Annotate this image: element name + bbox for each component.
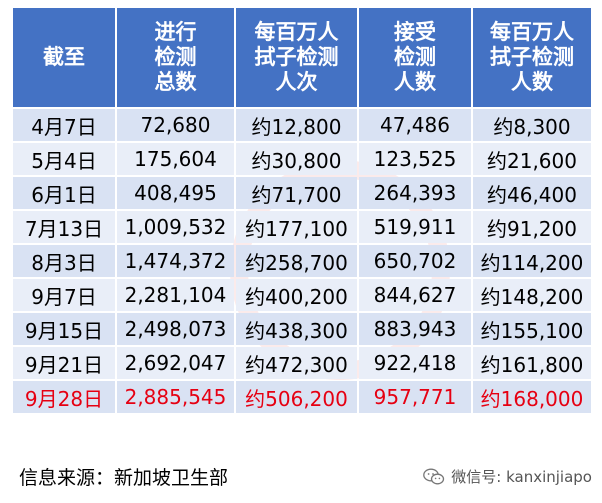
header-date: 截至: [13, 8, 115, 107]
cell-persons-per-million: 约8,300: [473, 109, 591, 141]
cell-date: 9月21日: [13, 347, 115, 379]
header-row: 截至 进行 检测 总数 每百万人 拭子检测 人次 接受 检测 人数: [13, 8, 591, 107]
cell-date: 4月7日: [13, 109, 115, 141]
cell-persons-per-million: 约155,100: [473, 313, 591, 345]
cell-total-tests: 72,680: [117, 109, 234, 141]
cell-persons-per-million: 约148,200: [473, 279, 591, 311]
cell-persons-per-million: 约161,800: [473, 347, 591, 379]
cell-total-tests: 2,692,047: [117, 347, 234, 379]
cell-persons-tested: 883,943: [359, 313, 471, 345]
table-row: 8月3日 1,474,372 约258,700 650,702 约114,200: [13, 245, 591, 277]
cell-persons-tested: 264,393: [359, 177, 471, 209]
cell-persons-per-million: 约91,200: [473, 211, 591, 243]
cell-date: 7月13日: [13, 211, 115, 243]
testing-data-table: 截至 进行 检测 总数 每百万人 拭子检测 人次 接受 检测 人数: [11, 6, 593, 415]
cell-total-tests: 1,474,372: [117, 245, 234, 277]
cell-total-tests: 408,495: [117, 177, 234, 209]
cell-date: 9月7日: [13, 279, 115, 311]
wechat-id: 微信号: kanxinjiapo: [423, 466, 592, 487]
cell-total-tests: 2,885,545: [117, 381, 234, 413]
source-note: 信息来源：新加坡卫生部: [19, 467, 229, 489]
cell-swabs-per-million: 约472,300: [236, 347, 357, 379]
cell-swabs-per-million: 约71,700: [236, 177, 357, 209]
cell-swabs-per-million: 约12,800: [236, 109, 357, 141]
cell-date: 9月28日: [13, 381, 115, 413]
cell-date: 8月3日: [13, 245, 115, 277]
cell-persons-tested: 650,702: [359, 245, 471, 277]
cell-total-tests: 175,604: [117, 143, 234, 175]
table-row: 9月15日 2,498,073 约438,300 883,943 约155,10…: [13, 313, 591, 345]
cell-swabs-per-million: 约258,700: [236, 245, 357, 277]
table-row: 7月13日 1,009,532 约177,100 519,911 约91,200: [13, 211, 591, 243]
cell-total-tests: 1,009,532: [117, 211, 234, 243]
header-persons-per-million: 每百万人 拭子检测 人数: [473, 8, 591, 107]
cell-persons-per-million: 约21,600: [473, 143, 591, 175]
cell-persons-per-million: 约168,000: [473, 381, 591, 413]
header-total-tests: 进行 检测 总数: [117, 8, 234, 107]
table-row: 4月7日 72,680 约12,800 47,486 约8,300: [13, 109, 591, 141]
header-swabs-per-million: 每百万人 拭子检测 人次: [236, 8, 357, 107]
header-persons-tested: 接受 检测 人数: [359, 8, 471, 107]
wechat-icon: [423, 468, 445, 486]
cell-swabs-per-million: 约438,300: [236, 313, 357, 345]
cell-date: 6月1日: [13, 177, 115, 209]
cell-swabs-per-million: 约506,200: [236, 381, 357, 413]
table-row: 9月7日 2,281,104 约400,200 844,627 约148,200: [13, 279, 591, 311]
cell-persons-tested: 957,771: [359, 381, 471, 413]
cell-total-tests: 2,498,073: [117, 313, 234, 345]
cell-persons-tested: 844,627: [359, 279, 471, 311]
wechat-label: 微信号: kanxinjiapo: [451, 468, 592, 486]
cell-persons-tested: 47,486: [359, 109, 471, 141]
cell-total-tests: 2,281,104: [117, 279, 234, 311]
cell-persons-per-million: 约46,400: [473, 177, 591, 209]
table-row: 6月1日 408,495 约71,700 264,393 约46,400: [13, 177, 591, 209]
table-row: 5月4日 175,604 约30,800 123,525 约21,600: [13, 143, 591, 175]
cell-persons-tested: 922,418: [359, 347, 471, 379]
table-row-highlighted: 9月28日 2,885,545 约506,200 957,771 约168,00…: [13, 381, 591, 413]
data-table-wrapper: 截至 进行 检测 总数 每百万人 拭子检测 人次 接受 检测 人数: [11, 6, 591, 415]
cell-date: 5月4日: [13, 143, 115, 175]
cell-persons-per-million: 约114,200: [473, 245, 591, 277]
cell-persons-tested: 123,525: [359, 143, 471, 175]
table-row: 9月21日 2,692,047 约472,300 922,418 约161,80…: [13, 347, 591, 379]
cell-persons-tested: 519,911: [359, 211, 471, 243]
cell-swabs-per-million: 约400,200: [236, 279, 357, 311]
cell-swabs-per-million: 约30,800: [236, 143, 357, 175]
cell-date: 9月15日: [13, 313, 115, 345]
cell-swabs-per-million: 约177,100: [236, 211, 357, 243]
